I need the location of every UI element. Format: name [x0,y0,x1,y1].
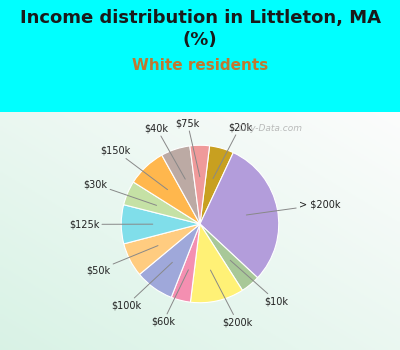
Wedge shape [190,224,242,303]
Text: $40k: $40k [144,123,185,179]
Text: White residents: White residents [132,58,268,73]
Text: $50k: $50k [86,246,158,275]
Text: $75k: $75k [175,118,200,177]
Text: $30k: $30k [83,179,156,205]
Text: $60k: $60k [151,270,188,327]
Wedge shape [200,146,233,224]
Wedge shape [162,146,200,224]
Wedge shape [200,224,258,290]
Text: Income distribution in Littleton, MA
(%): Income distribution in Littleton, MA (%) [20,9,380,49]
Text: $100k: $100k [111,262,172,311]
Text: $20k: $20k [213,122,252,178]
Wedge shape [121,205,200,244]
Text: $125k: $125k [69,219,153,229]
Wedge shape [171,224,200,302]
Text: $150k: $150k [100,146,168,190]
Wedge shape [190,145,210,224]
Text: City-Data.com: City-Data.com [238,124,302,133]
Text: $10k: $10k [230,260,288,307]
Wedge shape [133,155,200,224]
Text: $200k: $200k [210,270,252,327]
Text: > $200k: > $200k [246,200,340,215]
Wedge shape [124,182,200,224]
Wedge shape [200,153,279,278]
Wedge shape [124,224,200,274]
Wedge shape [140,224,200,297]
